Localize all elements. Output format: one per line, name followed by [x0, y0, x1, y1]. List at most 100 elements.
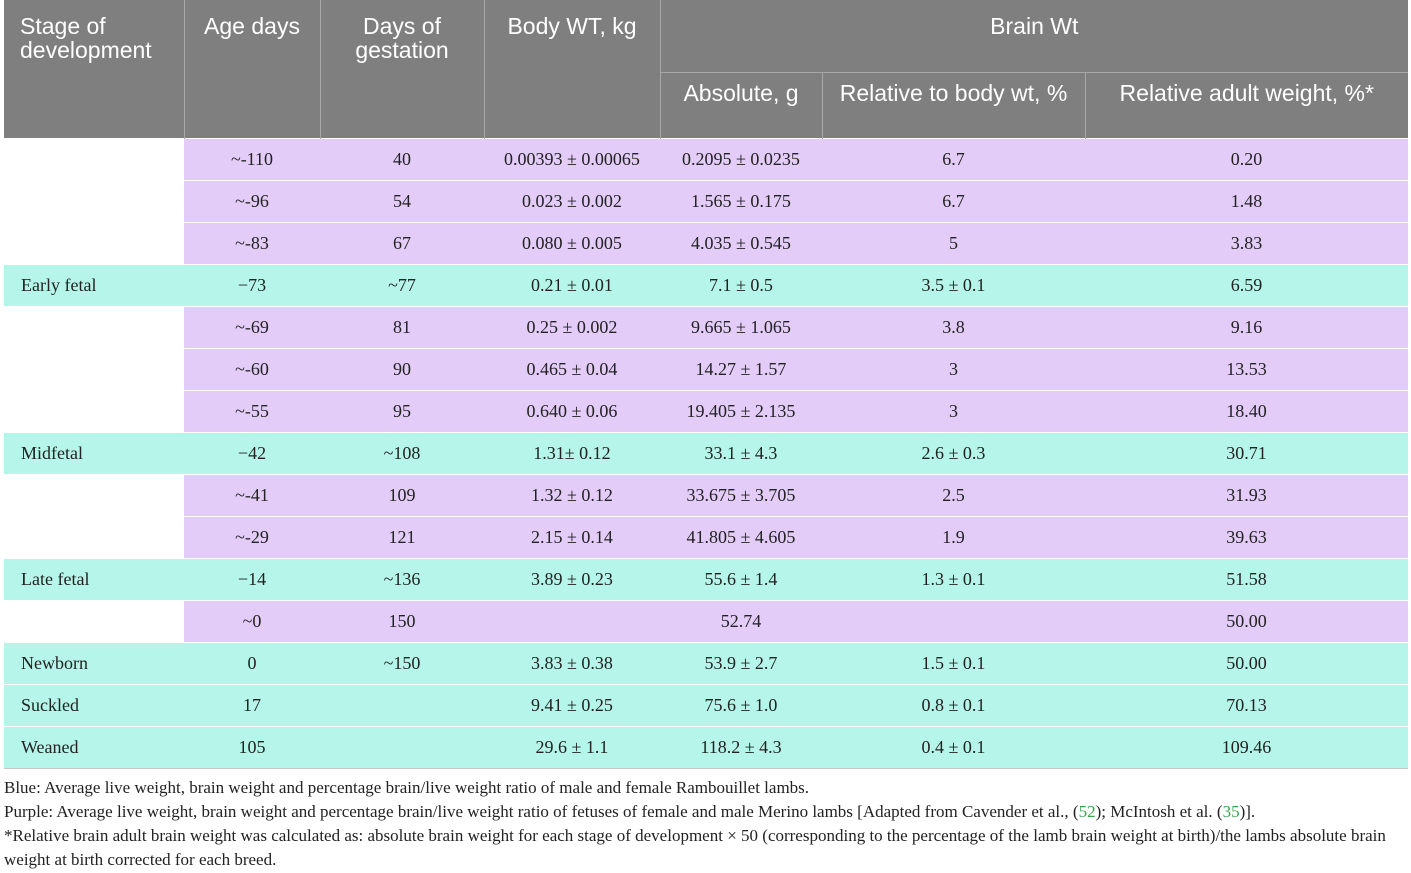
brain-absolute-cell: 19.405 ± 2.135 — [660, 390, 822, 433]
brain-absolute-cell: 4.035 ± 0.545 — [660, 222, 822, 265]
brain-relative-adult-cell: 39.63 — [1085, 516, 1409, 559]
age-days-cell: −73 — [184, 264, 320, 307]
age-days-cell: 105 — [184, 726, 320, 768]
body-wt-cell: 3.83 ± 0.38 — [484, 642, 660, 685]
age-days-cell: ~-41 — [184, 474, 320, 517]
brain-absolute-cell: 0.2095 ± 0.0235 — [660, 138, 822, 181]
body-wt-cell: 0.640 ± 0.06 — [484, 390, 660, 433]
brain-relative-body-cell: 6.7 — [822, 138, 1085, 181]
brain-relative-adult-cell: 3.83 — [1085, 222, 1409, 265]
table-row: ~-83 67 0.080 ± 0.005 4.035 ± 0.545 5 3.83 — [4, 222, 1409, 265]
body-wt-cell: 3.89 ± 0.23 — [484, 558, 660, 601]
days-gestation-cell: ~136 — [320, 558, 484, 601]
table-row: ~-96 54 0.023 ± 0.002 1.565 ± 0.175 6.7 1.48 — [4, 180, 1409, 223]
brain-absolute-cell: 53.9 ± 2.7 — [660, 642, 822, 685]
body-wt-cell — [484, 600, 660, 643]
body-wt-cell: 1.31± 0.12 — [484, 432, 660, 475]
age-days-cell: ~-83 — [184, 222, 320, 265]
age-days-cell: ~-29 — [184, 516, 320, 559]
stage-cell — [4, 180, 184, 223]
brain-absolute-cell: 52.74 — [660, 600, 822, 643]
age-days-cell: ~-96 — [184, 180, 320, 223]
brain-relative-body-cell: 3.5 ± 0.1 — [822, 264, 1085, 307]
body-wt-cell: 2.15 ± 0.14 — [484, 516, 660, 559]
citation-link-52[interactable]: 52 — [1078, 802, 1096, 821]
brain-relative-body-cell: 5 — [822, 222, 1085, 265]
header-absolute: Absolute, g — [660, 72, 823, 139]
citation-link-35[interactable]: 35 — [1222, 802, 1240, 821]
age-days-cell: ~-60 — [184, 348, 320, 391]
brain-relative-adult-cell: 50.00 — [1085, 642, 1409, 685]
age-days-cell: 0 — [184, 642, 320, 685]
brain-absolute-cell: 9.665 ± 1.065 — [660, 306, 822, 349]
body-wt-cell: 0.21 ± 0.01 — [484, 264, 660, 307]
brain-absolute-cell: 75.6 ± 1.0 — [660, 684, 822, 727]
brain-relative-body-cell — [822, 600, 1085, 643]
brain-absolute-cell: 7.1 ± 0.5 — [660, 264, 822, 307]
days-gestation-cell: ~108 — [320, 432, 484, 475]
brain-absolute-cell: 14.27 ± 1.57 — [660, 348, 822, 391]
table-row: ~-41 109 1.32 ± 0.12 33.675 ± 3.705 2.5 31.93 — [4, 474, 1409, 517]
table-row: Weaned 105 29.6 ± 1.1 118.2 ± 4.3 0.4 ± 0.1 1… — [4, 726, 1409, 768]
data-table-wrapper: Stage of development Age days Days of ge… — [4, 0, 1409, 769]
footnote-star: *Relative brain adult brain weight was c… — [4, 826, 1386, 869]
table-row: ~-29 121 2.15 ± 0.14 41.805 ± 4.605 1.9 39.63 — [4, 516, 1409, 559]
footnote-purple: Purple: Average live weight, brain weigh… — [4, 800, 1408, 824]
stage-cell — [4, 600, 184, 643]
body-wt-cell: 0.465 ± 0.04 — [484, 348, 660, 391]
stage-cell — [4, 390, 184, 433]
stage-cell: Midfetal — [4, 432, 184, 475]
footnote-blue: Blue: Average live weight, brain weight … — [4, 778, 810, 797]
brain-relative-adult-cell: 109.46 — [1085, 726, 1409, 768]
brain-absolute-cell: 33.675 ± 3.705 — [660, 474, 822, 517]
brain-relative-adult-cell: 9.16 — [1085, 306, 1409, 349]
brain-relative-adult-cell: 0.20 — [1085, 138, 1409, 181]
days-gestation-cell: 109 — [320, 474, 484, 517]
body-wt-cell: 0.25 ± 0.002 — [484, 306, 660, 349]
stage-cell: Suckled — [4, 684, 184, 727]
body-wt-cell: 29.6 ± 1.1 — [484, 726, 660, 768]
stage-cell — [4, 138, 184, 181]
days-gestation-cell: ~77 — [320, 264, 484, 307]
brain-absolute-cell: 118.2 ± 4.3 — [660, 726, 822, 768]
stage-cell — [4, 306, 184, 349]
days-gestation-cell: 150 — [320, 600, 484, 643]
footnote-purple-text-a: Purple: Average live weight, brain weigh… — [4, 802, 1079, 821]
table-row: Early fetal −73 ~77 0.21 ± 0.01 7.1 ± 0.5 3.5… — [4, 264, 1409, 307]
age-days-cell: −14 — [184, 558, 320, 601]
brain-relative-body-cell: 3.8 — [822, 306, 1085, 349]
days-gestation-cell — [320, 726, 484, 768]
brain-relative-body-cell: 1.5 ± 0.1 — [822, 642, 1085, 685]
stage-cell: Early fetal — [4, 264, 184, 307]
age-days-cell: ~-55 — [184, 390, 320, 433]
brain-absolute-cell: 33.1 ± 4.3 — [660, 432, 822, 475]
days-gestation-cell: 81 — [320, 306, 484, 349]
age-days-cell: ~-110 — [184, 138, 320, 181]
body-wt-cell: 0.00393 ± 0.00065 — [484, 138, 660, 181]
brain-relative-adult-cell: 1.48 — [1085, 180, 1409, 223]
table-row: Newborn 0 ~150 3.83 ± 0.38 53.9 ± 2.7 1.5 ± 0… — [4, 642, 1409, 685]
stage-cell — [4, 222, 184, 265]
brain-relative-adult-cell: 50.00 — [1085, 600, 1409, 643]
table-bottom-rule — [4, 768, 1408, 769]
stage-cell — [4, 516, 184, 559]
table-row: Suckled 17 9.41 ± 0.25 75.6 ± 1.0 0.8 ± 0.1 7… — [4, 684, 1409, 727]
days-gestation-cell: 121 — [320, 516, 484, 559]
header-body-wt: Body WT, kg — [484, 0, 661, 139]
stage-cell — [4, 348, 184, 391]
brain-relative-body-cell: 2.6 ± 0.3 — [822, 432, 1085, 475]
brain-absolute-cell: 1.565 ± 0.175 — [660, 180, 822, 223]
header-stage: Stage of development — [4, 0, 185, 139]
days-gestation-cell: 40 — [320, 138, 484, 181]
brain-relative-adult-cell: 6.59 — [1085, 264, 1409, 307]
footnote-purple-text-b: ); McIntosh et al. ( — [1095, 802, 1223, 821]
stage-cell — [4, 474, 184, 517]
brain-relative-body-cell: 3 — [822, 348, 1085, 391]
brain-relative-adult-cell: 31.93 — [1085, 474, 1409, 517]
stage-cell: Weaned — [4, 726, 184, 768]
brain-relative-body-cell: 1.3 ± 0.1 — [822, 558, 1085, 601]
days-gestation-cell: 54 — [320, 180, 484, 223]
brain-relative-adult-cell: 70.13 — [1085, 684, 1409, 727]
table-row: ~-110 40 0.00393 ± 0.00065 0.2095 ± 0.0235 6… — [4, 138, 1409, 181]
brain-relative-adult-cell: 51.58 — [1085, 558, 1409, 601]
